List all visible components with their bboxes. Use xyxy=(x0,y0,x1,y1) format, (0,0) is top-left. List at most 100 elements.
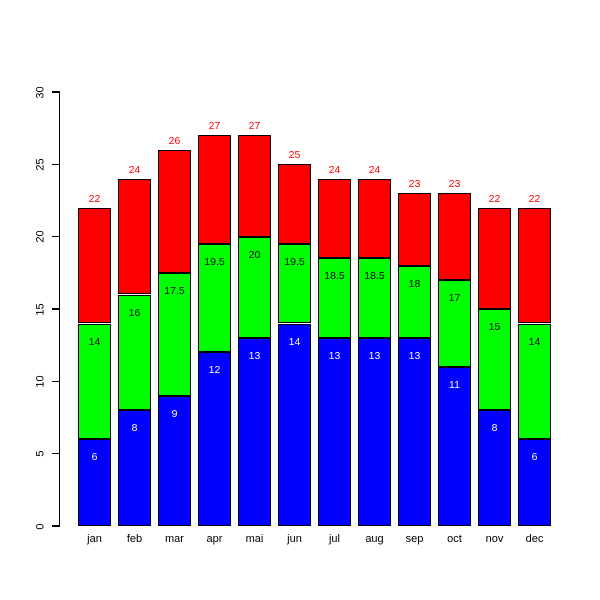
green-segment-label: 17 xyxy=(448,292,461,305)
y-tick-label: 0 xyxy=(34,522,46,530)
bar-segment-red xyxy=(238,135,271,237)
month-label: sep xyxy=(405,533,424,545)
y-axis xyxy=(58,91,60,527)
month-label: apr xyxy=(206,533,223,545)
y-tick-label: 30 xyxy=(34,85,46,99)
bar-segment-green xyxy=(478,309,511,411)
month-label: dec xyxy=(525,533,544,545)
bar-segment-blue xyxy=(118,410,151,526)
total-label: 25 xyxy=(288,149,301,162)
blue-segment-label: 11 xyxy=(449,378,460,391)
bar-segment-blue xyxy=(358,337,391,526)
bar-segment-red xyxy=(478,207,511,309)
bar-segment-red xyxy=(358,178,391,259)
blue-segment-label: 12 xyxy=(208,364,221,377)
y-tick xyxy=(51,525,59,527)
bar-segment-green xyxy=(398,265,431,338)
bar-segment-green xyxy=(78,323,111,440)
blue-segment-label: 8 xyxy=(491,422,498,435)
blue-segment-label: 13 xyxy=(248,349,261,362)
month-label: jan xyxy=(87,533,102,545)
green-segment-label: 19.5 xyxy=(204,255,225,268)
blue-segment-label: 6 xyxy=(91,451,98,464)
bar-segment-blue xyxy=(318,337,351,526)
green-segment-label: 14 xyxy=(528,335,541,348)
green-segment-label: 17.5 xyxy=(164,284,185,297)
bar-segment-green xyxy=(518,323,551,440)
green-segment-label: 18.5 xyxy=(364,270,385,283)
bar-segment-red xyxy=(318,178,351,259)
blue-segment-label: 9 xyxy=(171,407,178,420)
bar-segment-red xyxy=(198,135,231,244)
y-tick-label: 20 xyxy=(34,230,46,243)
bar-segment-blue xyxy=(78,439,111,526)
bar-segment-green xyxy=(278,243,311,324)
bar-segment-green xyxy=(198,243,231,353)
total-label: 24 xyxy=(328,163,341,176)
blue-segment-label: 6 xyxy=(531,451,538,464)
bar-segment-red xyxy=(158,149,191,273)
y-tick xyxy=(51,308,59,310)
blue-segment-label: 14 xyxy=(288,335,301,348)
bar-segment-red xyxy=(438,193,471,281)
y-tick-label: 5 xyxy=(34,450,46,457)
bar-segment-blue xyxy=(478,410,511,526)
bar-segment-green xyxy=(238,236,271,338)
month-label: nov xyxy=(485,533,504,545)
total-label: 22 xyxy=(488,192,501,205)
total-label: 26 xyxy=(168,134,181,147)
bar-segment-blue xyxy=(158,395,191,526)
blue-segment-label: 13 xyxy=(328,349,341,362)
y-tick xyxy=(51,91,59,93)
bar-segment-red xyxy=(518,207,551,324)
month-label: oct xyxy=(447,533,462,545)
y-tick xyxy=(51,452,59,455)
green-segment-label: 18 xyxy=(408,277,421,290)
green-segment-label: 19.5 xyxy=(284,255,305,268)
y-tick-label: 10 xyxy=(34,375,46,388)
blue-segment-label: 8 xyxy=(131,422,138,435)
month-label: jun xyxy=(287,533,302,545)
total-label: 27 xyxy=(208,120,221,133)
bar-segment-red xyxy=(278,164,311,244)
total-label: 22 xyxy=(528,192,541,205)
green-segment-label: 15 xyxy=(488,321,501,333)
total-label: 24 xyxy=(368,163,381,176)
bar-segment-green xyxy=(358,258,391,338)
blue-segment-label: 13 xyxy=(408,349,421,362)
bar-segment-green xyxy=(118,294,151,411)
month-label: mar xyxy=(165,533,184,545)
bar-segment-red xyxy=(398,193,431,266)
month-label: mai xyxy=(245,533,264,545)
bar-segment-red xyxy=(118,178,151,295)
green-segment-label: 14 xyxy=(88,335,101,348)
y-tick-label: 25 xyxy=(34,158,46,171)
bar-segment-green xyxy=(318,258,351,338)
green-segment-label: 20 xyxy=(248,248,261,261)
month-label: aug xyxy=(365,533,384,545)
bar-segment-green xyxy=(158,272,191,396)
y-tick xyxy=(51,235,59,238)
bar-segment-blue xyxy=(278,323,311,526)
total-label: 24 xyxy=(128,163,141,176)
green-segment-label: 18.5 xyxy=(324,270,345,283)
green-segment-label: 16 xyxy=(128,306,141,319)
bar-segment-green xyxy=(438,280,471,367)
bar-segment-blue xyxy=(198,352,231,526)
y-tick xyxy=(51,380,59,383)
total-label: 23 xyxy=(448,178,461,191)
month-label: feb xyxy=(126,533,143,545)
bar-segment-blue xyxy=(438,366,471,526)
y-tick-label: 15 xyxy=(34,302,46,316)
blue-segment-label: 13 xyxy=(368,349,381,362)
bar-segment-blue xyxy=(398,337,431,526)
bar-segment-blue xyxy=(238,337,271,526)
month-label: jul xyxy=(328,533,340,545)
total-label: 27 xyxy=(248,120,261,133)
total-label: 23 xyxy=(408,178,421,191)
bar-segment-red xyxy=(78,207,111,324)
total-label: 22 xyxy=(88,192,101,205)
bar-segment-blue xyxy=(518,439,551,526)
y-tick xyxy=(51,163,59,166)
